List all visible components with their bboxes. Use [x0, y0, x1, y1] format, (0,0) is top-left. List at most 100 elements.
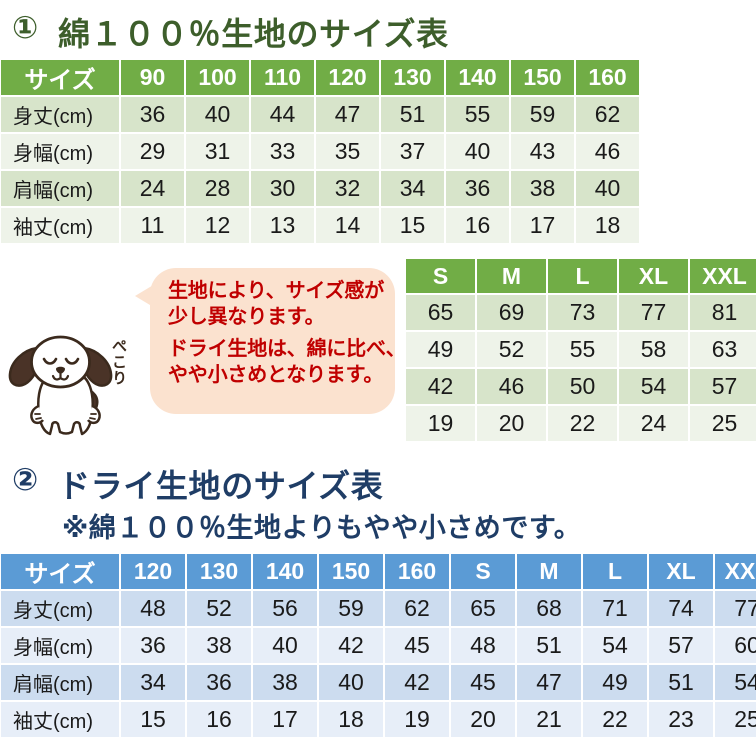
data-cell: 62: [576, 97, 639, 132]
data-cell: 81: [690, 295, 756, 330]
data-cell: 62: [385, 591, 449, 626]
data-cell: 40: [446, 134, 509, 169]
data-cell: 32: [316, 171, 379, 206]
bubble-line: 生地により、サイズ感が: [168, 280, 384, 302]
row-label: 肩幅(cm): [1, 665, 119, 700]
data-cell: 15: [121, 702, 185, 737]
data-cell: 35: [316, 134, 379, 169]
data-cell: 50: [548, 369, 617, 404]
data-cell: 23: [649, 702, 713, 737]
data-cell: 18: [576, 208, 639, 243]
data-cell: 47: [517, 665, 581, 700]
table-cotton-adult: S M L XL XXL 65 69 73 77 81 49 52 55 58 …: [404, 257, 756, 443]
data-cell: 34: [121, 665, 185, 700]
data-cell: 63: [690, 332, 756, 367]
data-cell: 15: [381, 208, 444, 243]
header-cell-size: 120: [121, 554, 185, 589]
data-cell: 46: [477, 369, 546, 404]
data-cell: 25: [690, 406, 756, 441]
header-cell-size: XXL: [690, 259, 756, 293]
table-row: 身丈(cm) 36 40 44 47 51 55 59 62: [1, 97, 639, 132]
header-cell-size-label: サイズ: [1, 60, 119, 95]
data-cell: 37: [381, 134, 444, 169]
data-cell: 20: [477, 406, 546, 441]
header-cell-size: L: [583, 554, 647, 589]
header-cell-size: 120: [316, 60, 379, 95]
data-cell: 65: [451, 591, 515, 626]
data-cell: 42: [406, 369, 475, 404]
data-cell: 55: [548, 332, 617, 367]
row-label: 身丈(cm): [1, 591, 119, 626]
data-cell: 24: [121, 171, 184, 206]
data-cell: 52: [477, 332, 546, 367]
header-cell-size: 150: [319, 554, 383, 589]
bubble-line: ドライ生地は、綿に比べ、: [168, 338, 406, 360]
table-cotton-kids: サイズ 90 100 110 120 130 140 150 160 身丈(cm…: [0, 58, 641, 245]
data-cell: 24: [619, 406, 688, 441]
row-label: 袖丈(cm): [1, 702, 119, 737]
data-cell: 71: [583, 591, 647, 626]
header-cell-size: 90: [121, 60, 184, 95]
data-cell: 36: [187, 665, 251, 700]
bubble-line: 少し異なります。: [168, 306, 325, 328]
data-cell: 48: [451, 628, 515, 663]
section1-circle-number: ①: [12, 10, 39, 45]
data-cell: 52: [187, 591, 251, 626]
data-cell: 34: [381, 171, 444, 206]
table-row: 身丈(cm) 48 52 56 59 62 65 68 71 74 77: [1, 591, 756, 626]
data-cell: 19: [406, 406, 475, 441]
header-cell-size: XXL: [715, 554, 756, 589]
data-cell: 49: [583, 665, 647, 700]
data-cell: 38: [253, 665, 317, 700]
data-cell: 49: [406, 332, 475, 367]
row-label: 肩幅(cm): [1, 171, 119, 206]
header-cell-size: XL: [649, 554, 713, 589]
data-cell: 40: [576, 171, 639, 206]
data-cell: 36: [121, 628, 185, 663]
table-row: 袖丈(cm) 11 12 13 14 15 16 17 18: [1, 208, 639, 243]
section2-subtitle: ※綿１００％生地よりもやや小さめです。: [62, 513, 582, 543]
header-cell-size-label: サイズ: [1, 554, 119, 589]
table-row-header: サイズ 90 100 110 120 130 140 150 160: [1, 60, 639, 95]
data-cell: 21: [517, 702, 581, 737]
speech-bubble: 生地により、サイズ感が 少し異なります。 ドライ生地は、綿に比べ、 やや小さめと…: [150, 268, 406, 414]
header-cell-size: M: [517, 554, 581, 589]
row-label: 身丈(cm): [1, 97, 119, 132]
data-cell: 42: [319, 628, 383, 663]
data-cell: 31: [186, 134, 249, 169]
data-cell: 17: [511, 208, 574, 243]
table-row: 65 69 73 77 81: [406, 295, 756, 330]
header-cell-size: L: [548, 259, 617, 293]
header-cell-size: S: [406, 259, 475, 293]
row-label: 身幅(cm): [1, 628, 119, 663]
peko-onomatopoeia-text: ぺこり: [110, 338, 127, 386]
row-label: 身幅(cm): [1, 134, 119, 169]
data-cell: 18: [319, 702, 383, 737]
header-cell-size: 130: [381, 60, 444, 95]
data-cell: 77: [715, 591, 756, 626]
data-cell: 77: [619, 295, 688, 330]
table-row-header: サイズ 120 130 140 150 160 S M L XL XXL: [1, 554, 756, 589]
data-cell: 19: [385, 702, 449, 737]
data-cell: 55: [446, 97, 509, 132]
table-dry-fabric: サイズ 120 130 140 150 160 S M L XL XXL 身丈(…: [0, 552, 756, 739]
table-row: 身幅(cm) 29 31 33 35 37 40 43 46: [1, 134, 639, 169]
data-cell: 51: [517, 628, 581, 663]
data-cell: 22: [583, 702, 647, 737]
data-cell: 51: [381, 97, 444, 132]
bowing-dog-illustration: [6, 326, 124, 444]
header-cell-size: 140: [253, 554, 317, 589]
table-row-header: S M L XL XXL: [406, 259, 756, 293]
header-cell-size: 130: [187, 554, 251, 589]
table-row: 身幅(cm) 36 38 40 42 45 48 51 54 57 60: [1, 628, 756, 663]
table-row: 42 46 50 54 57: [406, 369, 756, 404]
table-row: 19 20 22 24 25: [406, 406, 756, 441]
data-cell: 54: [715, 665, 756, 700]
data-cell: 38: [187, 628, 251, 663]
table-row: 49 52 55 58 63: [406, 332, 756, 367]
data-cell: 14: [316, 208, 379, 243]
data-cell: 45: [385, 628, 449, 663]
data-cell: 25: [715, 702, 756, 737]
data-cell: 69: [477, 295, 546, 330]
